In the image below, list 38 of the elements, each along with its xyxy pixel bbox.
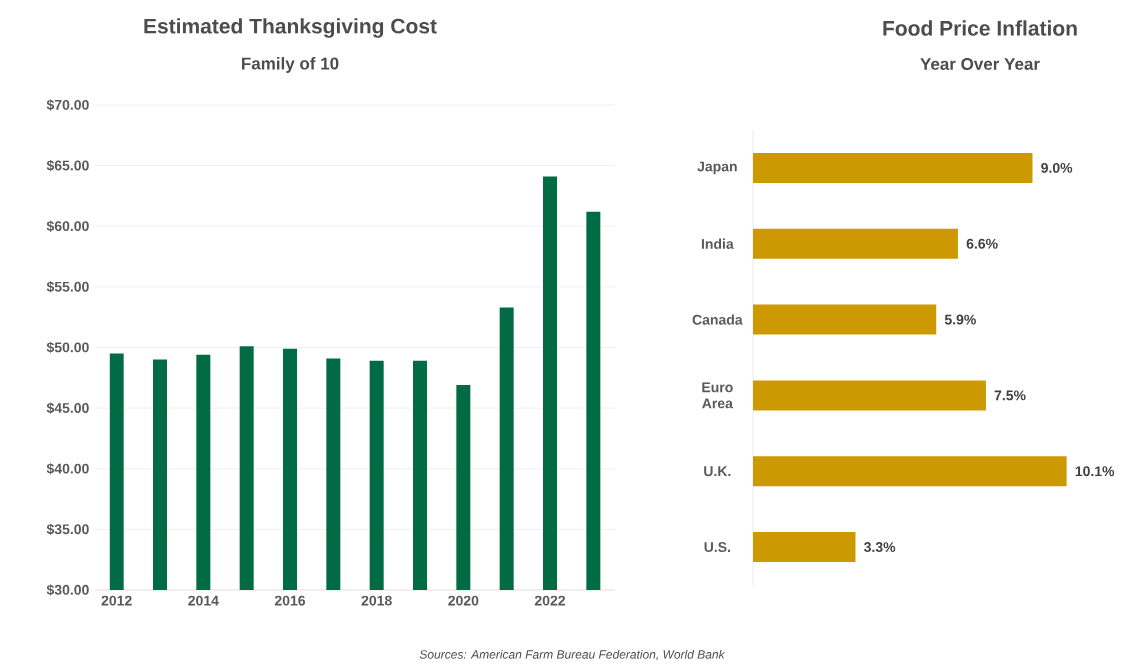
chart-title: Estimated Thanksgiving Cost bbox=[144, 18, 437, 38]
bar bbox=[753, 380, 986, 411]
x-tick-label: 2016 bbox=[274, 595, 306, 606]
y-tick-label: $55.00 bbox=[46, 281, 89, 293]
x-tick-label: 2020 bbox=[448, 595, 479, 606]
data-label: 6.6% bbox=[966, 238, 998, 249]
source-note: Sources: American Farm Bureau Federation, World Bank bbox=[419, 649, 726, 661]
data-label: 7.5% bbox=[994, 390, 1026, 401]
y-tick-label: Canada bbox=[692, 314, 743, 325]
y-tick-label: $30.00 bbox=[46, 584, 89, 596]
data-label: 3.3% bbox=[863, 542, 896, 553]
y-tick-label: $45.00 bbox=[46, 402, 89, 414]
y-tick-label: $60.00 bbox=[46, 220, 89, 232]
bar bbox=[753, 152, 1033, 183]
bar bbox=[753, 228, 958, 259]
y-tick-label: $35.00 bbox=[46, 523, 89, 536]
y-tick-label: $50.00 bbox=[46, 341, 89, 354]
y-tick-label: U.S. bbox=[704, 542, 730, 553]
y-tick-label: India bbox=[701, 238, 734, 249]
bar bbox=[753, 304, 937, 335]
y-tick-label: U.K. bbox=[704, 466, 731, 477]
y-tick-label: $70.00 bbox=[46, 99, 89, 111]
y-tick-label: $40.00 bbox=[46, 463, 89, 475]
chart-subtitle: Year Over Year bbox=[920, 57, 1040, 71]
y-tick-label: Japan bbox=[697, 161, 737, 175]
x-tick-label: 2018 bbox=[361, 595, 392, 606]
y-tick-label: $65.00 bbox=[46, 159, 89, 172]
x-tick-label: 2014 bbox=[188, 595, 219, 606]
data-label: 5.9% bbox=[944, 314, 976, 325]
chart-subtitle: Family of 10 bbox=[242, 57, 339, 73]
y-tick-label: Euro Area bbox=[702, 382, 733, 409]
x-tick-label: 2012 bbox=[101, 595, 132, 606]
data-label: 10.1% bbox=[1075, 466, 1115, 477]
data-label: 9.0% bbox=[1041, 162, 1073, 173]
bar bbox=[753, 456, 1067, 487]
bar bbox=[753, 532, 856, 563]
chart-title: Food Price Inflation bbox=[883, 20, 1077, 36]
x-tick-label: 2022 bbox=[534, 595, 566, 606]
